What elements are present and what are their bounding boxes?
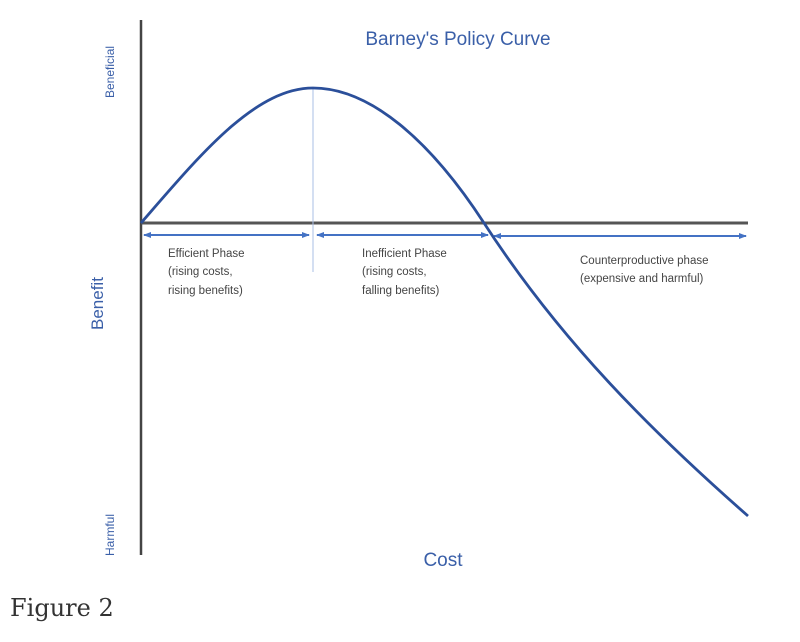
y-top-label: Beneficial [103,46,117,98]
svg-text:(rising costs,: (rising costs, [168,266,233,278]
y-axis-label: Benefit [88,277,107,330]
y-bottom-label: Harmful [103,514,117,556]
svg-text:(rising costs,: (rising costs, [362,266,427,278]
policy-curve [139,86,749,518]
efficient-phase-label: Efficient Phase (rising costs, rising be… [168,248,245,297]
counterproductive-phase-label: Counterproductive phase (expensive and h… [580,255,709,285]
svg-text:falling benefits): falling benefits) [362,285,440,297]
figure-caption: Figure 2 [10,594,114,622]
svg-text:Counterproductive phase: Counterproductive phase [580,255,709,267]
x-axis-label: Cost [423,550,463,571]
svg-text:Inefficient Phase: Inefficient Phase [362,248,447,260]
inefficient-phase-label: Inefficient Phase (rising costs, falling… [362,248,447,297]
chart-title: Barney's Policy Curve [365,29,550,50]
svg-text:Efficient Phase: Efficient Phase [168,248,245,260]
svg-text:rising benefits): rising benefits) [168,285,243,297]
svg-text:(expensive and harmful): (expensive and harmful) [580,273,704,285]
